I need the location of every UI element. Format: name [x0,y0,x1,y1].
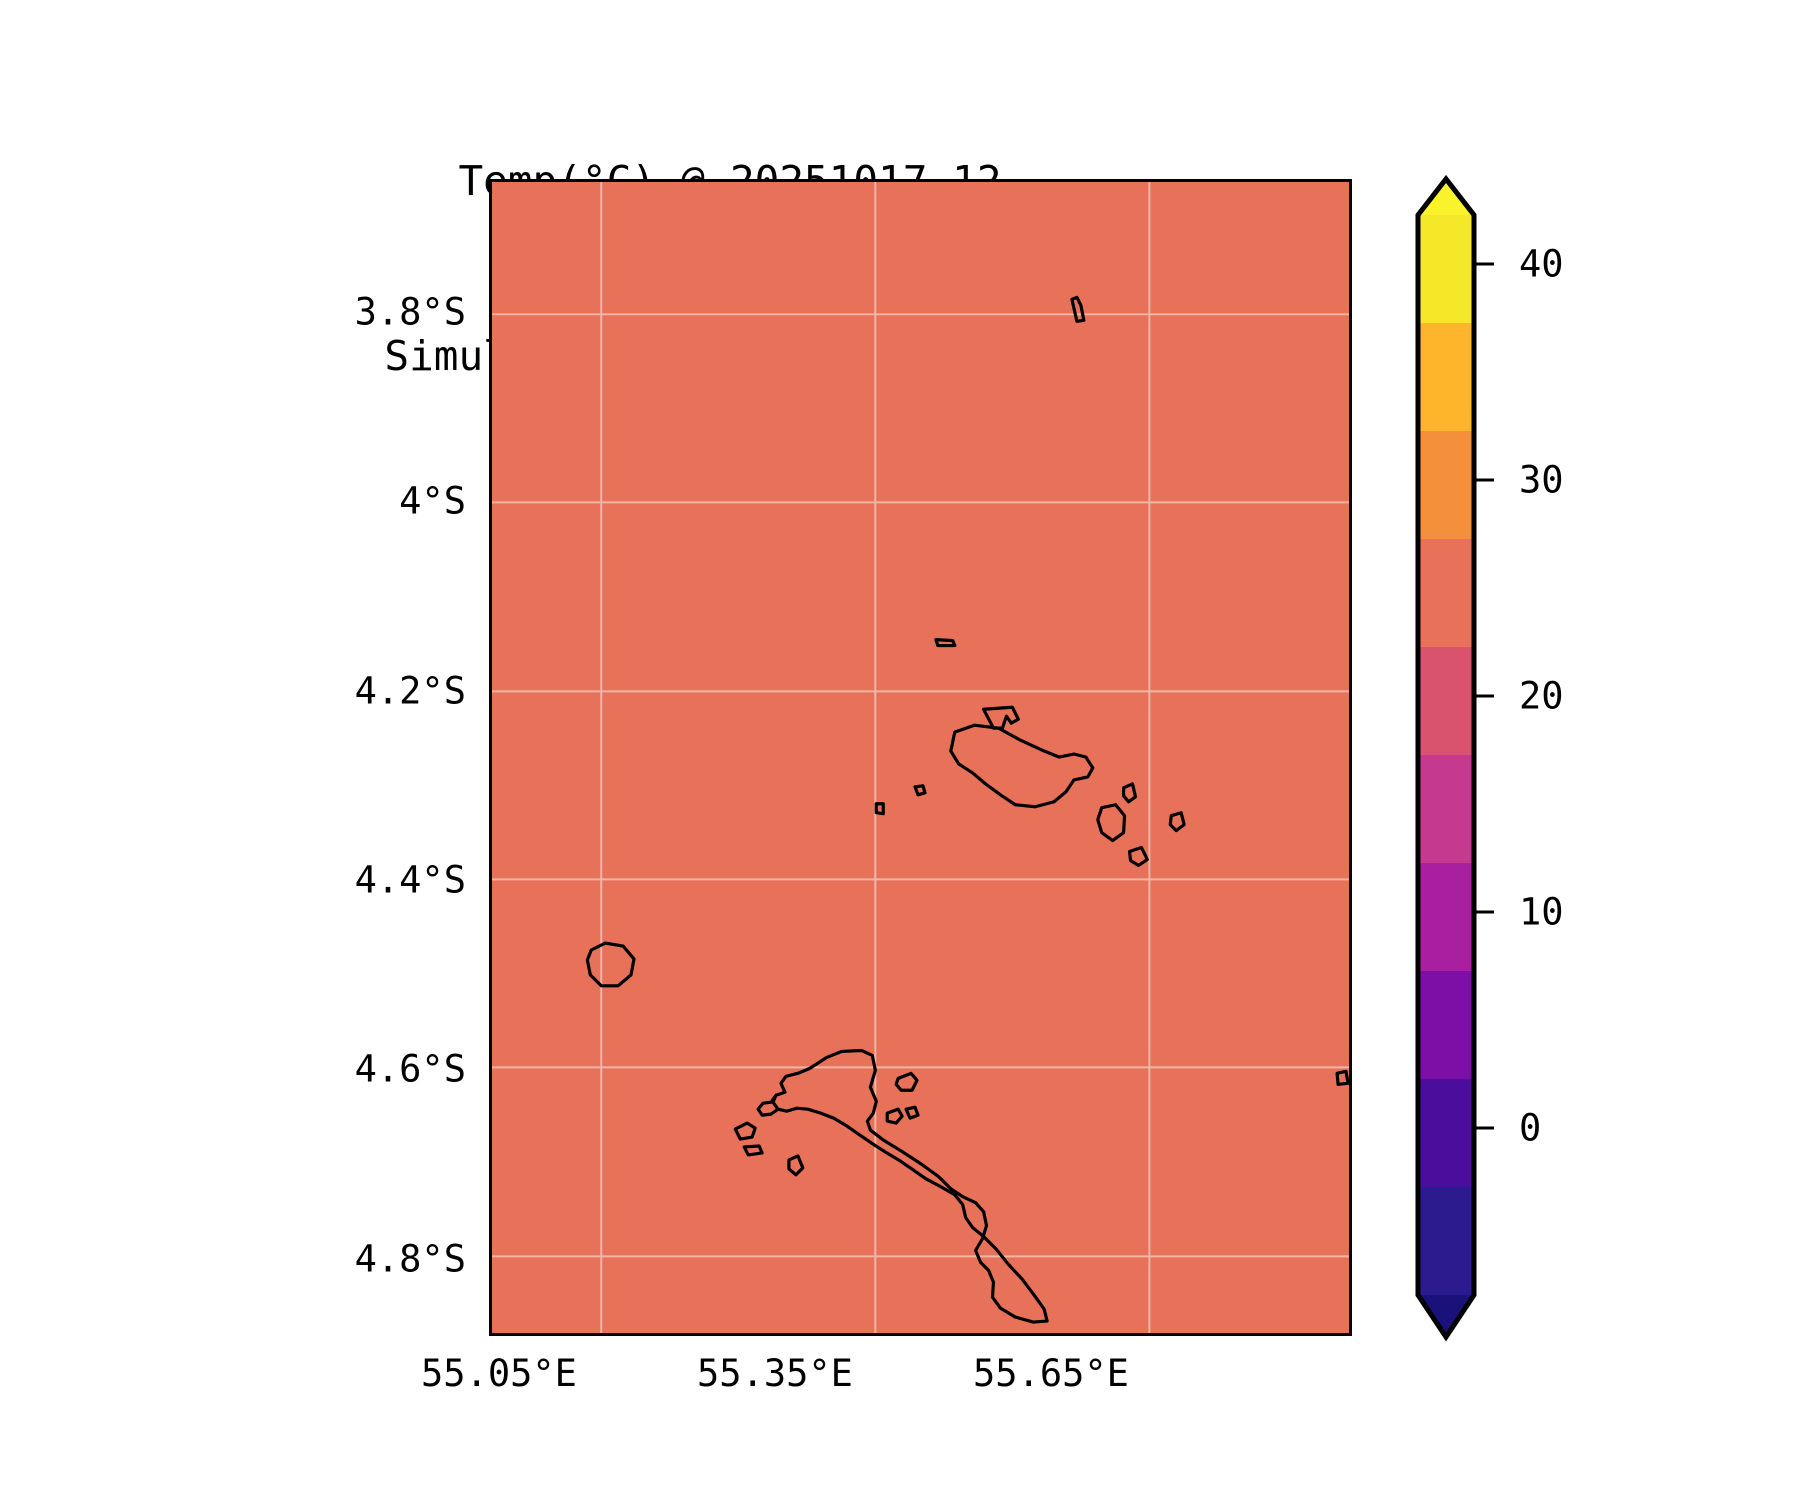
ytick-label-5: 4.8°S [354,1237,466,1281]
coastline-islet-fregate [1335,1069,1349,1086]
coastline-islet-aride [934,638,957,648]
ytick-label-1: 4°S [399,479,466,523]
ytick-label-2: 4.2°S [354,669,466,713]
colorbar-band-10-15 [1418,863,1474,971]
coastline-islet-cerf [885,1107,904,1125]
coastline-islet-moyenne [904,1105,920,1120]
coastline-islet-felicite [1121,782,1138,804]
coastline-mahe-west-detail [756,1093,780,1117]
temperature-field-fill [492,182,1349,1333]
coastline-outlines [585,295,1349,1324]
map-plot-area[interactable] [489,179,1352,1336]
ytick-label-0: 3.8°S [354,290,466,334]
coastline-islet-grande-soeur [1127,845,1150,868]
colorbar-band-minus5-0 [1418,1187,1474,1295]
colorbar-band-35-40 [1418,323,1474,431]
colorbar-band-20-25 [1418,647,1474,755]
colorbar-under-arrow [1418,1295,1474,1337]
map-overlay-svg [492,182,1349,1333]
colorbar-band-30-35 [1418,431,1474,539]
cbar-tickmark-10 [1475,910,1494,914]
coastline-islet-marianne [1168,811,1186,833]
colorbar-segments [1418,179,1474,1337]
colorbar-band-40-45 [1418,215,1474,323]
coastline-islet-therese [742,1144,764,1157]
coastline-islet-ste-anne [894,1071,919,1092]
ytick-label-4: 4.6°S [354,1047,466,1091]
cbar-tickmark-30 [1475,478,1494,482]
cbar-tickmark-40 [1475,262,1494,266]
coastline-islet-conception [787,1154,805,1177]
cbar-tick-label-40: 40 [1519,242,1564,286]
coastline-islet-cousine [874,802,885,816]
map-gridlines [492,182,1349,1333]
xtick-label-0: 55.05°E [421,1352,577,1395]
coastline-island-praslin [949,723,1095,809]
coastline-islet-north [1070,295,1086,323]
coastline-islet-north-island [733,1121,757,1141]
coastline-island-la-digue [1096,803,1127,843]
coastline-island-silhouette [585,941,636,988]
colorbar[interactable] [1415,174,1477,1342]
coastline-island-mahe [771,1048,1049,1324]
colorbar-band-15-20 [1418,755,1474,863]
cbar-tick-label-20: 20 [1519,674,1564,718]
cbar-tick-label-0: 0 [1519,1106,1542,1150]
colorbar-outline [1415,174,1477,1342]
cbar-tick-label-30: 30 [1519,458,1564,502]
colorbar-over-arrow [1418,179,1474,215]
cbar-tick-label-10: 10 [1519,890,1564,934]
coastline-islet-cousin [913,784,927,797]
cbar-tickmark-20 [1475,694,1494,698]
colorbar-band-5-10 [1418,971,1474,1079]
colorbar-band-25-30 [1418,539,1474,647]
cbar-tickmark-0 [1475,1126,1494,1130]
colorbar-band-0-5 [1418,1079,1474,1187]
ytick-label-3: 4.4°S [354,858,466,902]
colorbar-svg [1415,174,1477,1342]
xtick-label-1: 55.35°E [697,1352,853,1395]
xtick-label-2: 55.65°E [973,1352,1129,1395]
coastline-islet-curieuse [981,705,1020,730]
